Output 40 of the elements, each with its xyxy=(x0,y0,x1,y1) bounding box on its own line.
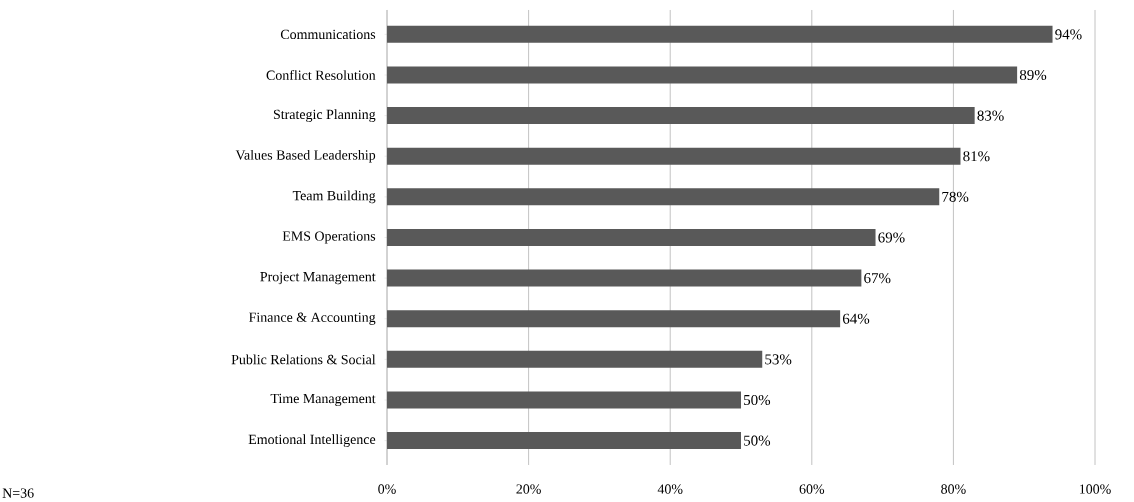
y-tick-label: Public Relations & Social xyxy=(231,354,376,365)
y-tick-label: Strategic Planning xyxy=(273,109,376,122)
bar xyxy=(387,25,1053,43)
x-tick-label: 40% xyxy=(657,484,683,494)
y-tick-label: Team Building xyxy=(292,190,376,204)
x-tick-label: 20% xyxy=(516,484,541,494)
bar xyxy=(387,350,763,368)
x-tick-label: 0% xyxy=(378,484,396,494)
x-tick-label: 100% xyxy=(1079,484,1111,494)
y-tick-label: Values Based Leadership xyxy=(235,149,376,163)
data-label: 50% xyxy=(744,394,771,406)
bar xyxy=(387,66,1018,84)
y-tick-label: Finance & Accounting xyxy=(249,312,376,325)
data-label: 50% xyxy=(744,435,771,446)
data-label: 67% xyxy=(864,273,891,284)
data-label: 81% xyxy=(963,151,990,162)
text: N=36 xyxy=(2,488,34,498)
x-tick-label: 60% xyxy=(799,484,825,494)
bar xyxy=(387,107,975,125)
y-tick-label: Time Management xyxy=(270,393,376,407)
y-tick-label: Project Management xyxy=(260,271,376,285)
bar xyxy=(387,310,841,328)
y-tick-label: Emotional Intelligence xyxy=(248,434,376,447)
bar xyxy=(387,269,862,287)
data-label: 83% xyxy=(977,110,1004,121)
data-label: 78% xyxy=(942,191,969,202)
bar xyxy=(387,432,742,450)
bar xyxy=(387,228,876,246)
data-label: 64% xyxy=(842,313,870,324)
y-tick-label: Conflict Resolution xyxy=(266,70,376,80)
x-tick-label: 80% xyxy=(941,484,966,494)
bar xyxy=(387,391,742,409)
data-label: 94% xyxy=(1055,29,1082,40)
y-tick-label: Communications xyxy=(280,29,376,40)
data-label: 89% xyxy=(1019,69,1047,81)
y-tick-label: EMS Operations xyxy=(282,231,376,244)
bar xyxy=(387,147,961,165)
data-label: 69% xyxy=(878,232,905,243)
bar xyxy=(387,188,940,206)
data-label: 53% xyxy=(765,354,792,365)
